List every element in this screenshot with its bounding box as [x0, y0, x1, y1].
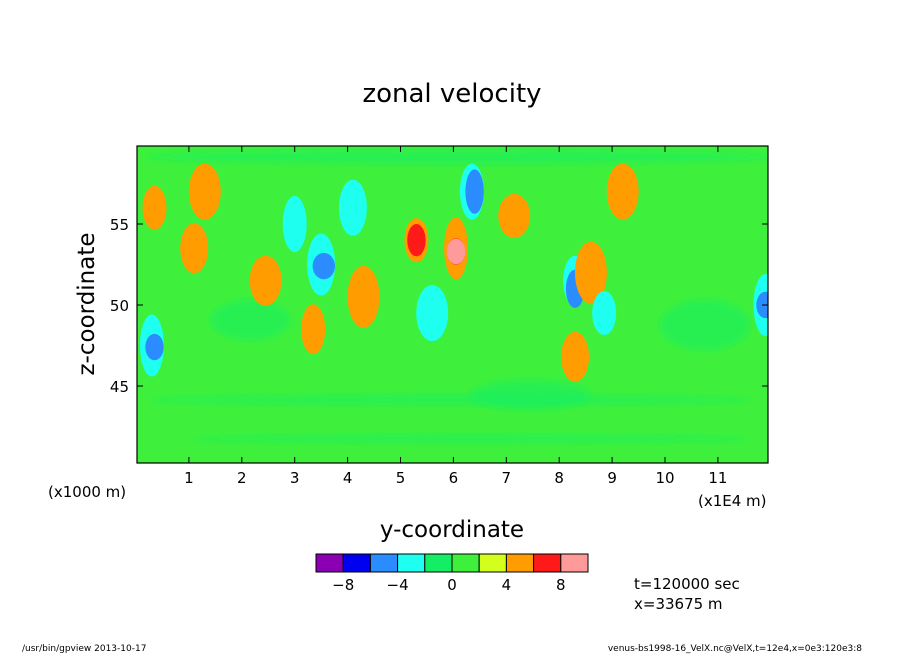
chart-title: zonal velocity [362, 79, 541, 109]
contour-patch [592, 291, 617, 336]
colorbar-swatch [560, 553, 589, 573]
contour-patch [574, 241, 607, 304]
y-axis: 45 50 55 [110, 216, 768, 396]
x-tick-label: 2 [237, 469, 247, 487]
colorbar-swatch [315, 553, 344, 573]
y-axis-label: z-coordinate [74, 232, 100, 375]
footer-left: /usr/bin/gpview 2013-10-17 [22, 644, 146, 654]
colorbar-swatch [424, 553, 453, 573]
x-tick-label: 10 [655, 469, 674, 487]
footer-right: venus-bs1998-16_VelX.nc@VelX,t=12e4,x=0e… [608, 644, 862, 654]
x-tick-label: 4 [343, 469, 353, 487]
time-label: t=120000 sec [634, 575, 740, 593]
colorbar-swatch [478, 553, 507, 573]
colorbar [315, 553, 589, 573]
x-tick-label: 6 [449, 469, 459, 487]
contour-patch [347, 265, 380, 328]
contour-patch [188, 163, 221, 220]
colorbar-tick-label: 4 [502, 576, 512, 594]
x-position-label: x=33675 m [634, 595, 723, 613]
colorbar-tick-label: 8 [556, 576, 566, 594]
x-tick-label: 5 [396, 469, 406, 487]
x-tick-label: 9 [607, 469, 617, 487]
colorbar-ticks: −8 −4 0 4 8 [332, 576, 565, 594]
contour-patch [561, 331, 590, 382]
colorbar-swatch [533, 553, 562, 573]
colorbar-swatch [451, 553, 480, 573]
x-tick-label: 1 [184, 469, 194, 487]
colorbar-swatch [397, 553, 426, 573]
contour-patch [145, 333, 164, 361]
colorbar-tick-label: −4 [387, 576, 409, 594]
colorbar-tick-label: −8 [332, 576, 354, 594]
background-band [145, 150, 768, 164]
contour-patch [249, 255, 282, 306]
x-tick-label: 7 [502, 469, 512, 487]
x-unit-right: (x1E4 m) [698, 492, 767, 510]
contour-patch [416, 285, 449, 342]
contour-patch [446, 238, 466, 265]
background-band [660, 300, 750, 350]
background-band [470, 380, 590, 410]
x-axis: 1 2 3 4 5 6 7 8 9 10 11 [184, 146, 727, 487]
contour-patch [142, 185, 167, 230]
x-unit-left: (x1000 m) [48, 483, 126, 501]
y-tick-label: 55 [110, 216, 129, 234]
colorbar-swatch [342, 553, 371, 573]
x-tick-label: 3 [290, 469, 300, 487]
x-tick-label: 11 [708, 469, 727, 487]
colorbar-swatch [369, 553, 399, 573]
y-tick-label: 45 [110, 378, 129, 396]
contour-patch [301, 304, 326, 355]
contour-patch [407, 224, 426, 257]
colorbar-swatch [505, 553, 535, 573]
contour-patch [180, 223, 209, 274]
background-bands [145, 150, 768, 443]
contour-patch [606, 163, 639, 220]
colorbar-tick-label: 0 [447, 576, 457, 594]
contour-patch [312, 252, 335, 280]
background-band [150, 395, 750, 405]
plot-area [137, 146, 768, 463]
background-band [210, 300, 290, 340]
x-tick-label: 8 [554, 469, 564, 487]
contour-patch [282, 196, 307, 252]
x-axis-label: y-coordinate [380, 517, 524, 543]
contour-patch [498, 193, 531, 238]
background-band [190, 435, 750, 443]
contour-patch [465, 169, 484, 214]
velocity-features [139, 163, 768, 382]
contour-patch [338, 179, 367, 236]
y-tick-label: 50 [110, 297, 129, 315]
